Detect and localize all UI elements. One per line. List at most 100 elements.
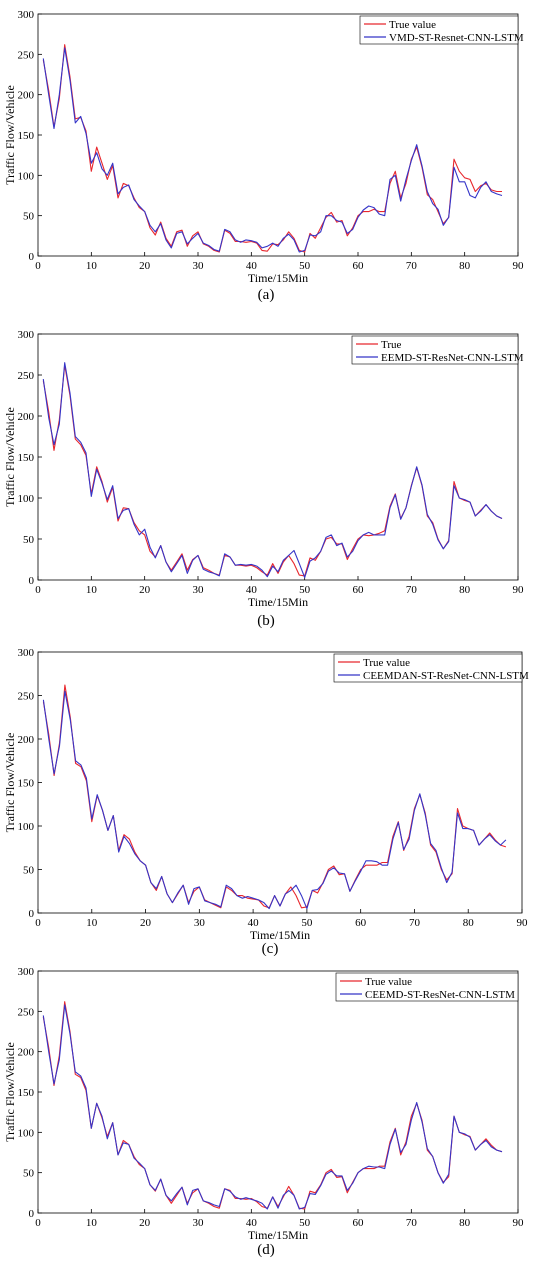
x-tick-label: 50 [299, 584, 311, 596]
x-tick-label: 80 [459, 584, 471, 596]
x-tick-label: 70 [406, 1217, 418, 1229]
chart-svg-c: 0 10 20 30 40 50 60 70 80 90 0 50 100 150 200 250 300 Tim… [3, 647, 529, 942]
y-tick-label: 50 [23, 211, 35, 223]
y-tick-label: 0 [29, 575, 35, 587]
y-tick-label: 150 [18, 130, 35, 142]
y-tick-label: 200 [18, 411, 35, 423]
y-tick-label: 250 [18, 49, 35, 61]
plot-frame [37, 333, 519, 581]
x-tick-label: 30 [193, 260, 205, 272]
chart-panel-b: 0 10 20 30 40 50 60 70 80 90 0 50 100 150 200 250 300 Tim… [0, 322, 533, 640]
x-tick-label: 50 [301, 917, 313, 929]
y-tick-label: 200 [18, 1047, 35, 1059]
caption-c: (c) [261, 941, 279, 957]
y-axis-label: Traffic Flow/Vehicle [3, 407, 17, 507]
x-tick-label: 60 [353, 260, 365, 272]
caption-b: (b) [257, 613, 275, 629]
y-tick-label: 250 [18, 370, 35, 382]
y-tick-label: 250 [18, 691, 35, 703]
legend-label: True value [365, 976, 412, 988]
y-tick-label: 200 [18, 734, 35, 746]
x-tick-label: 40 [248, 917, 260, 929]
x-tick-label: 60 [355, 917, 367, 929]
x-tick-label: 30 [193, 584, 205, 596]
x-tick-label: 90 [513, 584, 525, 596]
y-axis-label: Traffic Flow/Vehicle [3, 733, 17, 833]
x-tick-label: 30 [194, 917, 206, 929]
x-axis-label: Time/15Min [248, 271, 308, 285]
y-axis-label: Traffic Flow/Vehicle [3, 85, 17, 185]
x-tick-label: 80 [459, 260, 471, 272]
legend-label: True [381, 339, 401, 351]
series-line-true [42, 1001, 503, 1210]
legend-box [333, 653, 523, 683]
caption-d: (d) [257, 1242, 275, 1258]
series-line-predicted [42, 690, 507, 910]
x-tick-label: 50 [299, 1217, 311, 1229]
y-tick-label: 50 [23, 865, 35, 877]
x-axis-label: Time/15Min [248, 1228, 308, 1242]
x-tick-label: 60 [353, 584, 365, 596]
y-tick-label: 300 [18, 329, 35, 341]
chart-panel-c: 0 10 20 30 40 50 60 70 80 90 0 50 100 150 200 250 300 Tim… [0, 640, 533, 958]
series-line-predicted [42, 362, 503, 579]
legend-label: EEMD-ST-ResNet-CNN-LSTM [381, 352, 524, 364]
x-tick-label: 0 [35, 917, 41, 929]
x-tick-label: 70 [406, 584, 418, 596]
chart-panel-d: 0 10 20 30 40 50 60 70 80 90 0 50 100 150 200 250 300 Tim… [0, 958, 533, 1274]
chart-svg-b: 0 10 20 30 40 50 60 70 80 90 0 50 100 150 200 250 300 Tim… [3, 329, 525, 609]
chart-panel-a: 0 10 20 30 40 50 60 70 80 90 0 50 100 150 200 250 300 Tim… [0, 0, 533, 318]
y-tick-label: 100 [18, 493, 35, 505]
x-tick-label: 30 [193, 1217, 205, 1229]
x-tick-label: 20 [139, 1217, 151, 1229]
caption-a: (a) [257, 287, 275, 303]
series-line-predicted [42, 47, 503, 253]
legend-box [359, 15, 519, 45]
x-tick-label: 90 [513, 1217, 525, 1229]
y-tick-label: 50 [23, 534, 35, 546]
legend-box [351, 335, 519, 365]
x-tick-label: 10 [86, 260, 98, 272]
y-tick-label: 150 [18, 452, 35, 464]
legend-label: True value [363, 657, 410, 669]
y-tick-label: 50 [23, 1168, 35, 1180]
legend-box [335, 972, 519, 1002]
plot-frame [37, 651, 523, 914]
y-tick-label: 150 [18, 1087, 35, 1099]
x-tick-label: 40 [246, 260, 258, 272]
chart-svg-d: 0 10 20 30 40 50 60 70 80 90 0 50 100 150 200 250 300 Tim… [3, 966, 525, 1242]
x-tick-label: 50 [299, 260, 311, 272]
legend-label: VMD-ST-Resnet-CNN-LSTM [389, 32, 524, 44]
x-tick-label: 0 [35, 260, 41, 272]
x-tick-label: 0 [35, 584, 41, 596]
y-tick-label: 0 [29, 251, 35, 263]
x-axis-label: Time/15Min [250, 928, 310, 942]
x-tick-label: 40 [246, 1217, 258, 1229]
x-tick-label: 80 [459, 1217, 471, 1229]
x-tick-label: 10 [86, 1217, 98, 1229]
y-tick-label: 300 [18, 966, 35, 978]
x-tick-label: 10 [86, 917, 98, 929]
x-axis-label: Time/15Min [248, 595, 308, 609]
y-tick-label: 200 [18, 90, 35, 102]
series-line-true [42, 364, 503, 577]
y-tick-label: 300 [18, 647, 35, 659]
series-line-true [42, 684, 507, 909]
x-tick-label: 60 [353, 1217, 365, 1229]
x-tick-label: 20 [139, 584, 151, 596]
x-tick-label: 70 [409, 917, 421, 929]
y-axis-label: Traffic Flow/Vehicle [3, 1042, 17, 1142]
chart-svg-a: 0 10 20 30 40 50 60 70 80 90 0 50 100 150 200 250 300 Tim… [3, 9, 525, 285]
series-line-predicted [42, 1004, 503, 1210]
y-tick-label: 300 [18, 9, 35, 21]
x-tick-label: 10 [86, 584, 98, 596]
y-tick-label: 250 [18, 1006, 35, 1018]
legend-label: CEEMDAN-ST-ResNet-CNN-LSTM [363, 670, 529, 682]
x-tick-label: 0 [35, 1217, 41, 1229]
x-tick-label: 90 [513, 260, 525, 272]
series-line-true [42, 44, 502, 253]
